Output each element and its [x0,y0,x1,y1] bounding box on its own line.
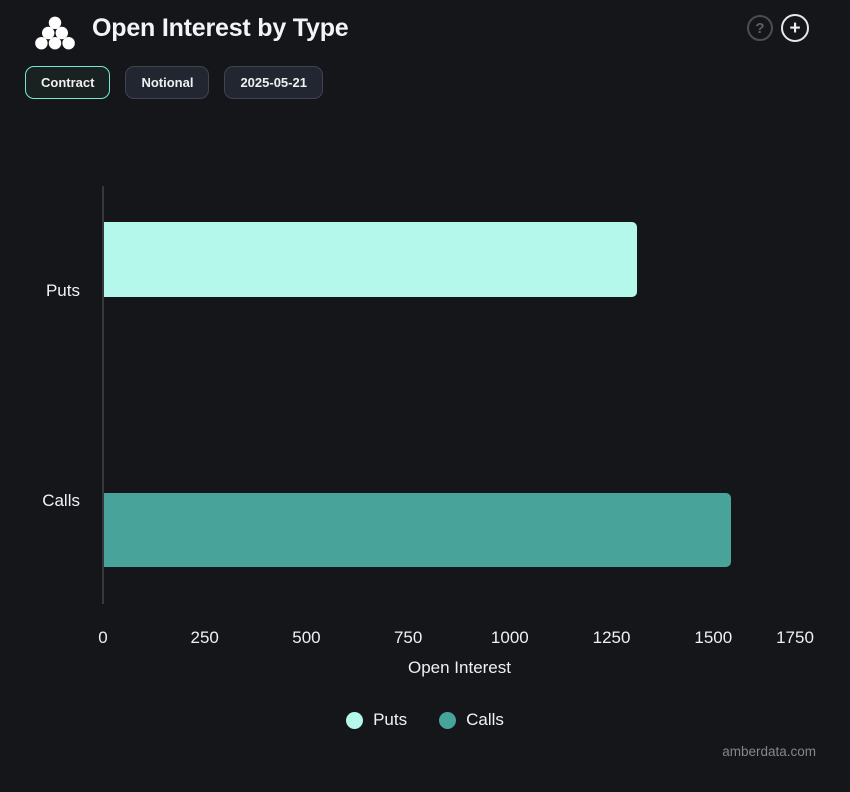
watermark: amberdata.com [722,744,816,759]
help-glyph: ? [755,19,765,37]
x-tick-label: 750 [393,628,423,647]
x-tick-label: 1000 [490,628,529,647]
x-tick-label: 1250 [592,628,631,647]
legend-dot-calls [439,711,457,729]
x-tick-label: 1750 [776,628,814,647]
legend-dot-puts [346,711,364,729]
y-axis-line [102,186,104,604]
notional-toggle-button[interactable]: Notional [125,66,210,99]
x-tick-label: 1500 [694,628,733,647]
x-tick-label: 0 [98,628,108,647]
legend-label: Calls [466,710,504,729]
x-tick-label: 250 [190,628,219,647]
contract-toggle-button[interactable]: Contract [25,66,111,99]
legend-item-calls[interactable]: Calls [439,710,504,730]
add-icon[interactable]: + [781,14,809,42]
y-tick-label-puts: Puts [45,281,80,300]
amberdata-logo-icon [35,16,75,50]
help-icon[interactable]: ? [747,15,773,41]
expiration-date-button[interactable]: 2025-05-21 [224,66,323,99]
x-axis-title: Open Interest [407,658,511,677]
add-glyph: + [789,17,801,39]
bar-calls[interactable] [104,493,731,567]
legend-label: Puts [373,710,408,729]
x-tick-label: 500 [292,628,321,647]
chart-legend: Puts Calls [0,710,850,730]
bar-puts[interactable] [104,222,637,297]
legend-item-puts[interactable]: Puts [346,710,407,730]
y-tick-label-calls: Calls [42,491,80,510]
page-title: Open Interest by Type [92,14,349,42]
chart-mode-toolbar: Contract Notional 2025-05-21 [25,66,323,99]
